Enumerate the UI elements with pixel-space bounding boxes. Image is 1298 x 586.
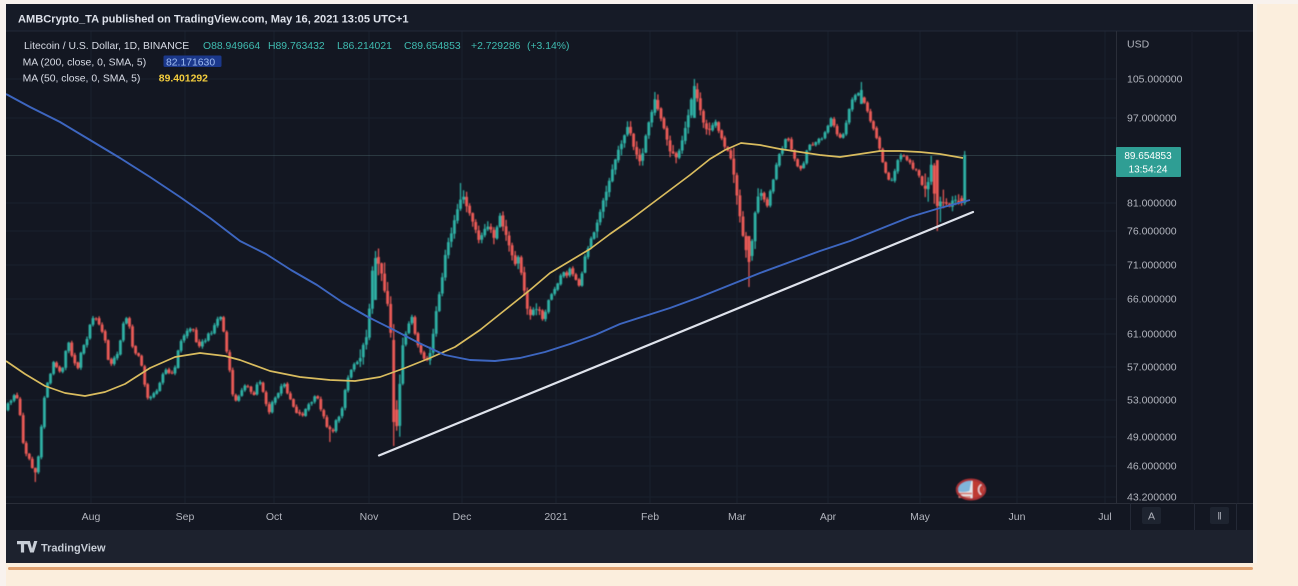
svg-text:USD: USD <box>1127 39 1150 51</box>
svg-text:TradingView: TradingView <box>41 543 106 555</box>
svg-text:49.000000: 49.000000 <box>1127 432 1177 444</box>
svg-text:AMBCrypto_TA published on Trad: AMBCrypto_TA published on TradingView.co… <box>18 14 409 26</box>
svg-text:May: May <box>910 511 931 523</box>
svg-text:57.000000: 57.000000 <box>1127 362 1177 374</box>
svg-text:Dec: Dec <box>453 511 472 523</box>
svg-text:61.000000: 61.000000 <box>1127 329 1177 341</box>
svg-text:Mar: Mar <box>728 511 747 523</box>
svg-text:81.000000: 81.000000 <box>1127 198 1177 210</box>
svg-text:Apr: Apr <box>820 511 837 523</box>
svg-text:43.200000: 43.200000 <box>1127 492 1177 504</box>
svg-text:2021: 2021 <box>544 511 568 523</box>
svg-text:53.000000: 53.000000 <box>1127 395 1177 407</box>
svg-text:46.000000: 46.000000 <box>1127 461 1177 473</box>
svg-text:MA (200, close, 0, SMA, 5): MA (200, close, 0, SMA, 5) <box>23 58 147 69</box>
svg-text:66.000000: 66.000000 <box>1127 294 1177 306</box>
svg-text:Jun: Jun <box>1009 511 1026 523</box>
svg-text:82.171630: 82.171630 <box>166 58 215 69</box>
svg-text:71.000000: 71.000000 <box>1127 260 1177 272</box>
svg-text:MA (50, close, 0, SMA, 5): MA (50, close, 0, SMA, 5) <box>23 74 141 85</box>
svg-text:Feb: Feb <box>641 511 659 523</box>
svg-text:A: A <box>1148 511 1155 523</box>
svg-text:Sep: Sep <box>176 511 195 523</box>
svg-text:89.401292: 89.401292 <box>159 74 208 85</box>
svg-text:105.000000: 105.000000 <box>1127 74 1183 86</box>
svg-text:Aug: Aug <box>82 511 101 523</box>
svg-text:89.654853: 89.654853 <box>1124 151 1172 162</box>
svg-text:Oct: Oct <box>266 511 282 523</box>
svg-text:76.000000: 76.000000 <box>1127 226 1177 238</box>
svg-text:97.000000: 97.000000 <box>1127 113 1177 125</box>
svg-text:‖: ‖ <box>1217 511 1221 523</box>
svg-text:Litecoin / U.S. Dollar, 1D, BI: Litecoin / U.S. Dollar, 1D, BINANCE <box>24 41 189 52</box>
svg-text:Nov: Nov <box>360 511 379 523</box>
svg-text:13:54:24: 13:54:24 <box>1129 165 1168 176</box>
svg-text:Jul: Jul <box>1098 511 1111 523</box>
